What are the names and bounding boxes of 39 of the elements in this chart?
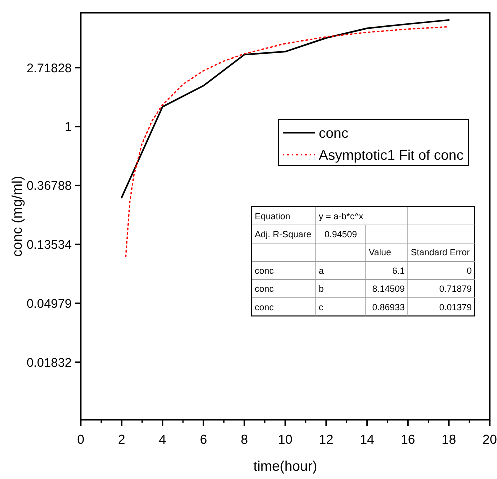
x-tick-label: 12	[319, 432, 334, 447]
annotation: Adj. R-Square	[255, 229, 312, 240]
annotation: b	[319, 284, 324, 294]
annotation: 6.1	[392, 266, 405, 276]
y-tick-label: 1	[65, 120, 72, 134]
x-tick-label: 4	[159, 432, 166, 447]
annotation: Value	[369, 248, 392, 258]
y-tick-label: 0.36788	[26, 179, 72, 194]
annotation: 0.01379	[439, 302, 472, 312]
x-tick-label: 8	[240, 432, 248, 447]
y-tick-label: 0.13534	[26, 238, 72, 252]
annotation: Standard Error	[411, 248, 470, 258]
x-axis-title: time(hour)	[254, 458, 318, 474]
x-tick-label: 2	[118, 432, 126, 447]
x-tick-label: 14	[360, 432, 375, 447]
annotation: 0.71879	[439, 284, 472, 294]
x-tick-label: 0	[77, 432, 85, 447]
annotation: 0.86933	[372, 302, 405, 312]
x-tick-label: 6	[200, 432, 208, 447]
annotation: conc	[255, 266, 275, 276]
annotation: conc	[255, 302, 275, 312]
x-tick-label: 20	[482, 432, 497, 447]
annotation: y = a-b*c^x	[319, 211, 364, 222]
y-tick-label: 0.01832	[26, 356, 72, 370]
annotation: conc	[255, 284, 275, 294]
y-tick-label: 0.04979	[26, 296, 72, 311]
legend-label: Asymptotic1 Fit of conc	[319, 146, 464, 163]
annotation: 8.14509	[372, 284, 405, 294]
y-axis-title: conc (mg/ml)	[9, 176, 25, 257]
x-tick-label: 16	[400, 432, 416, 447]
annotation: 0.94509	[324, 229, 358, 240]
annotation: 0	[466, 266, 472, 276]
x-tick-label: 10	[278, 432, 293, 447]
annotation: Equation	[255, 211, 291, 222]
y-tick-label: 2.71828	[26, 61, 72, 76]
annotation: a	[319, 266, 324, 276]
annotation: c	[319, 302, 324, 312]
legend-label: conc	[319, 124, 349, 141]
x-tick-label: 18	[442, 432, 456, 447]
